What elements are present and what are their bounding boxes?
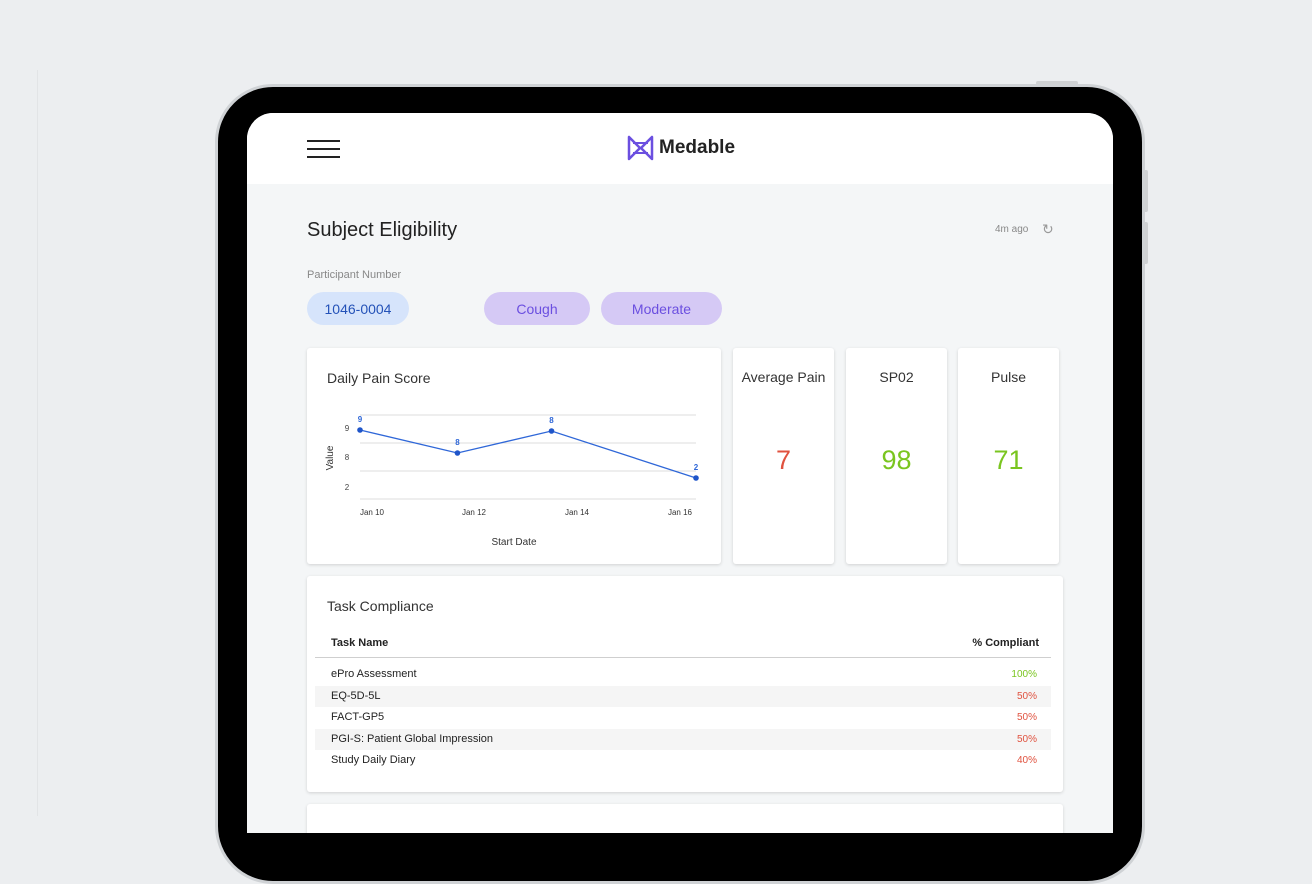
power-button (1036, 81, 1078, 85)
x-tick-label: Jan 16 (668, 508, 693, 517)
task-compliance-pct: 100% (1011, 669, 1037, 680)
y-tick-label: 2 (345, 483, 350, 492)
stat-value: 71 (993, 445, 1024, 475)
y-tick-label: 8 (345, 453, 350, 462)
table-row[interactable]: FACT-GP5 50% (315, 707, 1051, 728)
table-row[interactable]: ePro Assessment 100% (315, 664, 1051, 685)
page-title: Subject Eligibility (307, 219, 458, 241)
data-label: 9 (358, 415, 363, 424)
data-point (548, 428, 555, 434)
divider (37, 70, 38, 816)
stat-pulse: Pulse 71 (958, 348, 1059, 564)
data-point (454, 450, 461, 456)
tag-cough[interactable]: Cough (484, 292, 590, 325)
app-header: Medable (247, 113, 1113, 184)
stat-spo2: SP02 98 (846, 348, 947, 564)
series-line (359, 429, 697, 479)
logo-text: Medable (659, 137, 736, 158)
hamburger-icon[interactable] (307, 140, 340, 160)
medable-logo-icon (627, 135, 654, 161)
table-row[interactable]: EQ-5D-5L 50% (315, 685, 1051, 707)
participant-label: Participant Number (307, 269, 402, 281)
stat-label: SP02 (879, 369, 914, 385)
task-compliance-card: Task Compliance Task Name % Compliant eP… (307, 576, 1063, 792)
daily-pain-chart-card: Daily Pain Score 9 8 8 2 9 8 2 Jan 10 Jan 12 Jan … (307, 348, 721, 564)
y-axis-label: Value (325, 445, 336, 470)
compliance-title: Task Compliance (327, 598, 434, 614)
task-name: FACT-GP5 (331, 711, 385, 723)
next-card (307, 804, 1063, 833)
col-task-name: Task Name (331, 637, 389, 649)
tag-moderate[interactable]: Moderate (601, 292, 722, 325)
stat-label: Average Pain (741, 369, 826, 385)
x-tick-label: Jan 10 (360, 508, 385, 517)
task-name: PGI-S: Patient Global Impression (331, 732, 494, 745)
stat-value: 98 (881, 445, 912, 475)
stat-average-pain: Average Pain 7 (733, 348, 834, 564)
volume-down-button (1143, 222, 1148, 264)
data-point (693, 475, 699, 481)
table-header: Task Name % Compliant (315, 628, 1051, 658)
y-tick-label: 9 (345, 424, 350, 433)
tablet-screen: Medable Subject Eligibility 4m ago ↻ Par… (247, 113, 1113, 833)
line-chart: 9 8 8 2 9 8 2 Jan 10 Jan 12 Jan 14 Jan 16 Start Dat… (325, 414, 699, 548)
last-updated: 4m ago (995, 224, 1029, 235)
data-label: 2 (694, 463, 699, 472)
data-label: 8 (549, 416, 554, 425)
data-point (357, 427, 363, 433)
task-compliance-pct: 50% (1016, 733, 1037, 745)
data-label: 8 (455, 438, 460, 447)
task-compliance-pct: 40% (1016, 755, 1037, 766)
x-tick-label: Jan 14 (565, 508, 590, 517)
task-name: Study Daily Diary (331, 754, 416, 766)
x-tick-label: Jan 12 (462, 508, 487, 517)
participant-number-badge[interactable]: 1046-0004 (307, 292, 409, 325)
stat-label: Pulse (990, 369, 1027, 385)
table-row[interactable]: Study Daily Diary 40% (315, 750, 1051, 771)
volume-up-button (1143, 170, 1148, 212)
task-compliance-pct: 50% (1016, 712, 1037, 723)
chart-title: Daily Pain Score (327, 370, 431, 386)
task-name: ePro Assessment (331, 668, 417, 680)
col-compliant: % Compliant (972, 637, 1039, 649)
x-axis-label: Start Date (491, 537, 536, 548)
task-compliance-pct: 50% (1016, 690, 1037, 702)
refresh-icon[interactable]: ↻ (1042, 221, 1054, 237)
medable-logo: Medable (627, 135, 735, 161)
stat-value: 7 (775, 445, 792, 475)
table-row[interactable]: PGI-S: Patient Global Impression 50% (315, 728, 1051, 750)
task-name: EQ-5D-5L (331, 689, 381, 702)
